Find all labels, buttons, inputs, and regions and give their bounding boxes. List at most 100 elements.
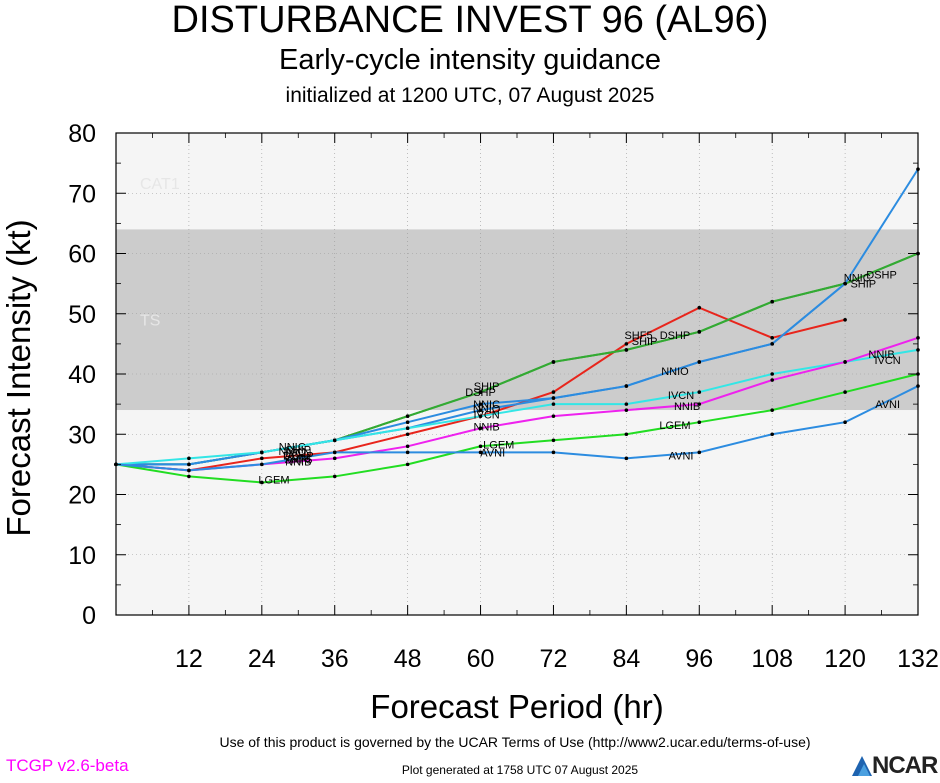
- point-lgem-8: [697, 420, 702, 425]
- point-avni-4: [405, 450, 410, 455]
- point-avni-7: [624, 456, 629, 461]
- point-avni-10: [843, 420, 847, 425]
- version-label: TCGP v2.6-beta: [6, 756, 129, 775]
- model-label-12: NNIO: [473, 403, 501, 415]
- x-tick-label-7: 96: [685, 645, 713, 673]
- model-label-30: AVNI: [875, 399, 900, 411]
- point-shf5-4: [405, 432, 410, 437]
- point-shf5-6: [551, 390, 556, 394]
- x-tick-label-5: 72: [540, 645, 568, 673]
- ncar-logo: NCAR: [850, 752, 940, 780]
- terms-of-use: Use of this product is governed by the U…: [219, 734, 811, 750]
- band-0: [116, 133, 918, 230]
- point-ivcn-4: [405, 426, 410, 431]
- band-label-1: TS: [140, 312, 160, 329]
- point-lgem-3: [332, 474, 337, 479]
- chart-subtitle: Early-cycle intensity guidance: [278, 44, 661, 76]
- model-label-2: NNIB: [285, 456, 311, 468]
- x-tick-label-8: 108: [751, 645, 793, 673]
- x-tick-label-9: 120: [824, 645, 866, 673]
- x-tick-label-2: 36: [321, 645, 349, 673]
- model-label-28: NNIB: [868, 349, 894, 361]
- point-dshp-7: [624, 348, 629, 352]
- model-label-10: SHIP: [474, 381, 500, 393]
- model-label-6: NNIC: [279, 441, 306, 453]
- point-avni-2: [260, 462, 264, 467]
- model-label-8: SHF5: [284, 455, 312, 467]
- point-lgem-7: [624, 432, 629, 437]
- model-label-20: NNIO: [661, 366, 689, 378]
- x-tick-label-4: 60: [467, 645, 495, 673]
- band-label-0: CAT1: [140, 176, 180, 193]
- point-lgem-10: [843, 390, 847, 394]
- point-ivcn-5: [478, 414, 483, 418]
- model-label-15: LGEM: [483, 439, 514, 451]
- point-ivcn-1: [187, 456, 191, 461]
- series-line-lgem: [115, 373, 919, 484]
- y-tick-label-0: 0: [82, 602, 96, 630]
- y-tick-label-6: 60: [68, 241, 96, 269]
- band-1: [116, 229, 918, 411]
- point-ivcn-6: [551, 402, 556, 406]
- chart-title: DISTURBANCE INVEST 96 (AL96): [171, 0, 769, 41]
- y-tick-label-1: 10: [68, 542, 96, 570]
- point-nnio-10: [843, 281, 847, 286]
- point-nnib-3: [332, 456, 337, 461]
- point-avni-9: [770, 432, 774, 437]
- point-dshp-9: [770, 299, 774, 304]
- point-avni-3: [332, 450, 337, 455]
- point-nnio-6: [551, 396, 556, 400]
- point-nnic-4: [405, 420, 410, 425]
- point-shf5-9: [770, 336, 774, 340]
- point-dshp-6: [551, 360, 556, 364]
- model-label-0: LGEM: [258, 474, 289, 486]
- y-tick-label-2: 20: [68, 482, 96, 510]
- point-nnib-5: [478, 426, 483, 431]
- point-nnib-6: [551, 414, 556, 418]
- point-avni-8: [697, 450, 702, 455]
- model-label-14: NNIB: [473, 421, 499, 433]
- x-axis-label: Forecast Period (hr): [370, 688, 663, 725]
- y-tick-label-8: 80: [68, 120, 96, 148]
- y-tick-label-5: 50: [68, 301, 96, 329]
- point-shf5-8: [697, 305, 702, 310]
- model-label-22: NNIB: [674, 401, 700, 413]
- point-nnib-10: [843, 360, 847, 364]
- axes: 0 10 20 30 40 50 60 70 80 12 24 36 48 60 72 84 96 108 120 1…: [68, 120, 939, 673]
- ncar-logo-text: NCAR: [872, 752, 938, 779]
- point-nnio-7: [624, 384, 629, 388]
- model-label-7: NNIO: [278, 446, 306, 458]
- point-shf5-7: [624, 342, 629, 346]
- model-label-19: SHIP: [632, 336, 658, 348]
- x-tick-label-3: 48: [394, 645, 422, 673]
- model-label-11: NNIC: [473, 399, 500, 411]
- model-label-25: NNIC: [844, 273, 871, 285]
- model-label-21: IVCN: [668, 390, 694, 402]
- model-label-18: DSHP: [660, 330, 691, 342]
- model-label-26: DSHP: [866, 270, 897, 282]
- band-2: [116, 410, 918, 615]
- model-label-24: AVNI: [669, 450, 694, 462]
- model-label-17: SHF5: [624, 330, 652, 342]
- point-nnio-5: [478, 408, 483, 412]
- x-tick-label-0: 12: [175, 645, 203, 673]
- point-ivcn-3: [332, 438, 337, 443]
- model-labels: LGEMAVNINNIBIVCNDSHPSHIPNNICNNIOSHF5DSHP…: [258, 270, 900, 487]
- ncar-mark-icon: [852, 756, 872, 776]
- x-tick-label-1: 24: [248, 645, 276, 673]
- generated-time: Plot generated at 1758 UTC 07 August 202…: [401, 763, 639, 777]
- point-avni-6: [551, 450, 556, 455]
- point-nnib-7: [624, 408, 629, 412]
- model-lines: [114, 167, 920, 485]
- point-shf5-10: [843, 317, 847, 322]
- model-label-29: IVCN: [874, 355, 900, 367]
- point-nnib-8: [697, 402, 702, 406]
- point-lgem-5: [478, 444, 483, 449]
- model-label-16: AVNI: [480, 447, 505, 459]
- y-tick-label-7: 70: [68, 180, 96, 208]
- point-nnib-4: [405, 444, 410, 449]
- point-ivcn-2: [260, 450, 264, 455]
- point-ivcn-8: [697, 390, 702, 394]
- point-nnio-9: [770, 342, 774, 346]
